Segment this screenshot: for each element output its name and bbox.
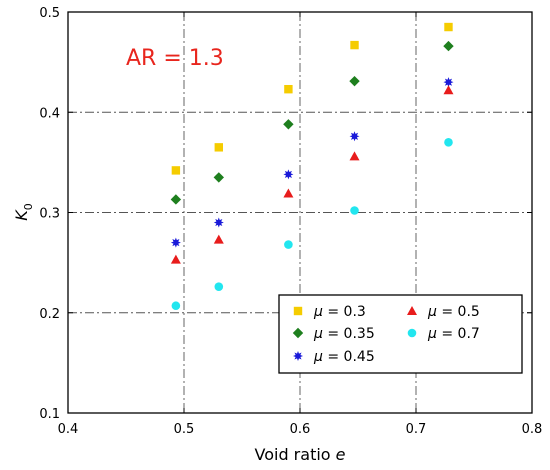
- data-point: [349, 151, 360, 161]
- legend-label: μ = 0.7: [427, 326, 480, 342]
- data-point: [443, 85, 454, 95]
- data-points: [170, 22, 454, 311]
- x-tick-label: 0.8: [522, 422, 543, 437]
- data-point: [443, 77, 454, 88]
- data-point: [284, 84, 293, 94]
- y-tick-label: 0.2: [39, 307, 60, 322]
- data-point: [443, 40, 454, 52]
- annotation-text: AR = 1.3: [126, 46, 224, 71]
- data-point: [349, 75, 360, 87]
- y-tick-label: 0.3: [39, 207, 60, 222]
- data-point: [283, 119, 294, 130]
- data-point: [350, 206, 359, 215]
- legend-value: = 0.7: [437, 326, 480, 342]
- legend-items: μ = 0.3μ = 0.35μ = 0.45μ = 0.5μ = 0.7: [292, 304, 480, 365]
- legend-value: = 0.3: [323, 304, 366, 320]
- data-point: [213, 217, 224, 228]
- axis-ticks: 0.4 0.5 0.6 0.7 0.8 0.1 0.2 0.3 0.4 0.5: [39, 6, 542, 437]
- legend-symbol: μ: [427, 304, 437, 320]
- data-point: [214, 282, 224, 291]
- legend-value: = 0.5: [437, 304, 480, 320]
- legend-label: μ = 0.3: [313, 304, 366, 320]
- y-tick-label: 0.1: [39, 407, 60, 422]
- series-group: [170, 85, 454, 264]
- legend-marker: [292, 327, 304, 339]
- data-point: [171, 301, 181, 311]
- legend-box: [278, 294, 523, 374]
- data-point: [444, 138, 453, 147]
- x-tick-label: 0.4: [58, 422, 79, 437]
- legend-marker: [407, 306, 417, 315]
- data-point: [171, 166, 181, 175]
- data-point: [170, 194, 182, 205]
- x-tick-label: 0.5: [174, 422, 195, 437]
- series-group: [170, 77, 454, 248]
- data-point: [283, 188, 294, 198]
- series-group: [170, 40, 454, 205]
- legend-marker: [293, 306, 303, 316]
- series-group: [171, 138, 453, 311]
- y-tick-label: 0.4: [39, 106, 60, 121]
- x-axis-title: Void ratio e: [255, 445, 346, 464]
- data-point: [283, 169, 294, 180]
- legend-label: μ = 0.5: [427, 304, 480, 320]
- data-point: [444, 22, 453, 32]
- data-point: [214, 143, 223, 152]
- legend-symbol: μ: [313, 349, 323, 365]
- y-tick-label: 0.5: [39, 6, 60, 21]
- y-axis-title: K0: [12, 203, 35, 221]
- data-point: [284, 240, 293, 249]
- legend: μ = 0.3μ = 0.35μ = 0.45μ = 0.5μ = 0.7: [278, 294, 523, 374]
- plot-frame: [67, 11, 533, 414]
- data-point: [350, 40, 359, 50]
- legend-symbol: μ: [427, 326, 437, 342]
- x-tick-label: 0.7: [406, 422, 427, 437]
- legend-marker: [293, 351, 303, 361]
- legend-marker: [407, 328, 417, 338]
- legend-label: μ = 0.45: [313, 349, 375, 365]
- legend-symbol: μ: [313, 326, 323, 342]
- x-tick-label: 0.6: [290, 422, 311, 437]
- data-point: [213, 234, 224, 244]
- data-point: [170, 237, 181, 248]
- legend-value: = 0.35: [323, 326, 375, 342]
- legend-symbol: μ: [313, 304, 323, 320]
- data-point: [170, 254, 181, 264]
- legend-value: = 0.45: [323, 349, 375, 365]
- legend-label: μ = 0.35: [313, 326, 375, 342]
- series-group: [171, 22, 453, 175]
- data-point: [349, 131, 360, 142]
- data-point: [213, 172, 224, 183]
